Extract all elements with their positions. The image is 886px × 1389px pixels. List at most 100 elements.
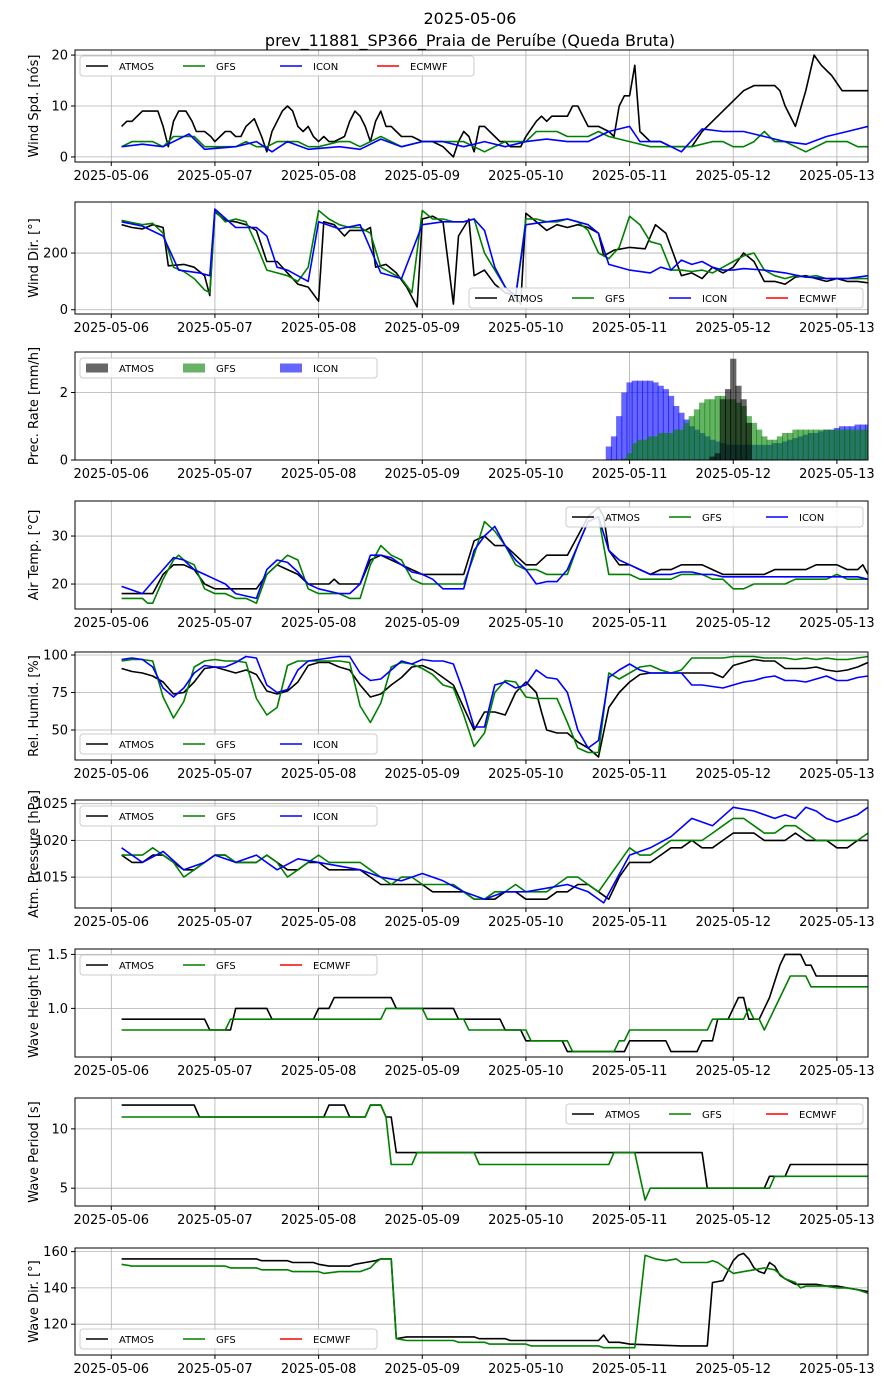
- legend: ATMOS GFS ECMWF: [565, 1103, 864, 1125]
- series-line-icon: [121, 516, 868, 600]
- x-tick-label: 2025-05-07: [177, 169, 253, 184]
- x-tick-label: 2025-05-11: [592, 1362, 668, 1377]
- legend-box: [565, 1103, 864, 1125]
- x-tick-label: 2025-05-09: [384, 1362, 460, 1377]
- x-tick-label: 2025-05-12: [695, 915, 771, 930]
- legend-label-icon: ICON: [313, 740, 338, 751]
- bar-gfs: [802, 429, 809, 460]
- y-tick-label: 1025: [35, 797, 68, 812]
- bar-gfs: [813, 429, 820, 460]
- x-tick-label: 2025-05-10: [488, 915, 564, 930]
- plot-area: [121, 54, 868, 158]
- bar-gfs: [771, 439, 778, 460]
- x-tick-label: 2025-05-11: [592, 767, 668, 782]
- legend-label-gfs: GFS: [216, 812, 236, 823]
- bar-gfs: [647, 436, 654, 460]
- x-tick-label: 2025-05-10: [488, 467, 564, 482]
- bar-gfs: [673, 429, 680, 460]
- axes-frame: [74, 1097, 869, 1207]
- bar-icon: [662, 389, 669, 460]
- legend-label-ecmwf: ECMWF: [799, 294, 837, 305]
- series-line-gfs: [121, 655, 868, 754]
- bar-gfs: [781, 433, 789, 460]
- legend-label-icon: ICON: [799, 513, 824, 524]
- axes-frame: [74, 1247, 869, 1356]
- x-tick-label: 2025-05-07: [177, 915, 253, 930]
- panel-5: 2025-05-06 2025-05-07 2025-05-08 2025-05-09…: [27, 649, 875, 783]
- bar-icon: [647, 380, 654, 460]
- y-tick-label: 0: [60, 303, 68, 318]
- legend-label-icon: ICON: [702, 294, 727, 305]
- bar-gfs: [642, 439, 649, 460]
- x-tick-label: 2025-05-08: [281, 616, 357, 631]
- legend: ATMOS GFS ICON: [79, 733, 378, 755]
- legend-label-gfs: GFS: [216, 62, 236, 73]
- series-line-atmos: [121, 658, 868, 758]
- bar-gfs: [766, 439, 773, 460]
- bar-gfs: [704, 399, 711, 460]
- y-tick-label: 0: [60, 150, 68, 165]
- plot-area: [121, 1252, 868, 1349]
- x-tick-label: 2025-05-07: [177, 467, 253, 482]
- axes-frame: [74, 948, 869, 1058]
- legend-label-gfs: GFS: [216, 740, 236, 751]
- y-tick-label: 200: [43, 247, 68, 262]
- legend-box: [79, 357, 378, 379]
- y-tick-label: 50: [51, 724, 68, 739]
- legend-swatch-icon: [280, 363, 302, 373]
- y-tick-label: 0: [60, 454, 68, 469]
- x-tick-label: 2025-05-08: [281, 321, 357, 336]
- bar-gfs: [838, 429, 846, 460]
- y-tick-label: 10: [51, 1122, 68, 1137]
- bar-gfs: [688, 416, 695, 460]
- legend-label-atmos: ATMOS: [119, 1335, 154, 1346]
- bar-gfs: [828, 429, 835, 460]
- bar-icon: [631, 380, 638, 460]
- bar-gfs: [859, 429, 866, 460]
- bar-icon: [652, 382, 659, 460]
- plot-area: [121, 506, 868, 604]
- legend-box: [565, 506, 864, 528]
- y-tick-label: 30: [51, 530, 68, 545]
- series-line-icon: [121, 806, 868, 904]
- legend-label-icon: ICON: [313, 364, 338, 375]
- x-tick-label: 2025-05-13: [799, 1213, 875, 1228]
- y-tick-label: 75: [51, 686, 68, 701]
- bar-gfs: [776, 436, 783, 460]
- bar-gfs: [636, 439, 644, 460]
- x-tick-label: 2025-05-12: [695, 1213, 771, 1228]
- y-tick-label: 100: [43, 649, 68, 664]
- series-line-atmos: [121, 506, 868, 595]
- series-line-gfs: [121, 209, 868, 300]
- series-line-atmos: [121, 54, 868, 158]
- plot-area: [121, 208, 868, 308]
- panel-8: 2025-05-06 2025-05-07 2025-05-08 2025-05-09…: [27, 1097, 875, 1228]
- y-axis-label: Wave Period [s]: [27, 1101, 42, 1202]
- y-axis-label: Wind Dir. [°]: [27, 218, 42, 298]
- x-tick-label: 2025-05-11: [592, 915, 668, 930]
- axes-frame: [74, 500, 869, 610]
- x-tick-label: 2025-05-11: [592, 1064, 668, 1079]
- chart-subtitle: prev_11881_SP366_Praia de Peruíbe (Queda…: [265, 31, 675, 51]
- axes-frame: [74, 351, 869, 461]
- x-tick-label: 2025-05-07: [177, 1213, 253, 1228]
- x-tick-label: 2025-05-09: [384, 767, 460, 782]
- legend-label-gfs: GFS: [702, 513, 722, 524]
- x-tick-label: 2025-05-12: [695, 321, 771, 336]
- x-tick-label: 2025-05-13: [799, 321, 875, 336]
- legend-label-atmos: ATMOS: [605, 513, 640, 524]
- y-tick-label: 140: [43, 1281, 68, 1296]
- x-tick-label: 2025-05-09: [384, 616, 460, 631]
- x-tick-label: 2025-05-07: [177, 1064, 253, 1079]
- y-tick-label: 10: [51, 100, 68, 115]
- bar-icon: [667, 395, 675, 460]
- x-tick-label: 2025-05-09: [384, 915, 460, 930]
- x-tick-label: 2025-05-07: [177, 767, 253, 782]
- bar-gfs: [652, 436, 659, 460]
- bar-gfs: [657, 433, 664, 460]
- panel-9: 2025-05-06 2025-05-07 2025-05-08 2025-05-09…: [27, 1245, 875, 1377]
- bar-atmos: [740, 399, 747, 460]
- panel-2: 2025-05-06 2025-05-07 2025-05-08 2025-05-09…: [27, 201, 875, 336]
- plot-area: [121, 655, 868, 758]
- bar-gfs: [818, 429, 825, 460]
